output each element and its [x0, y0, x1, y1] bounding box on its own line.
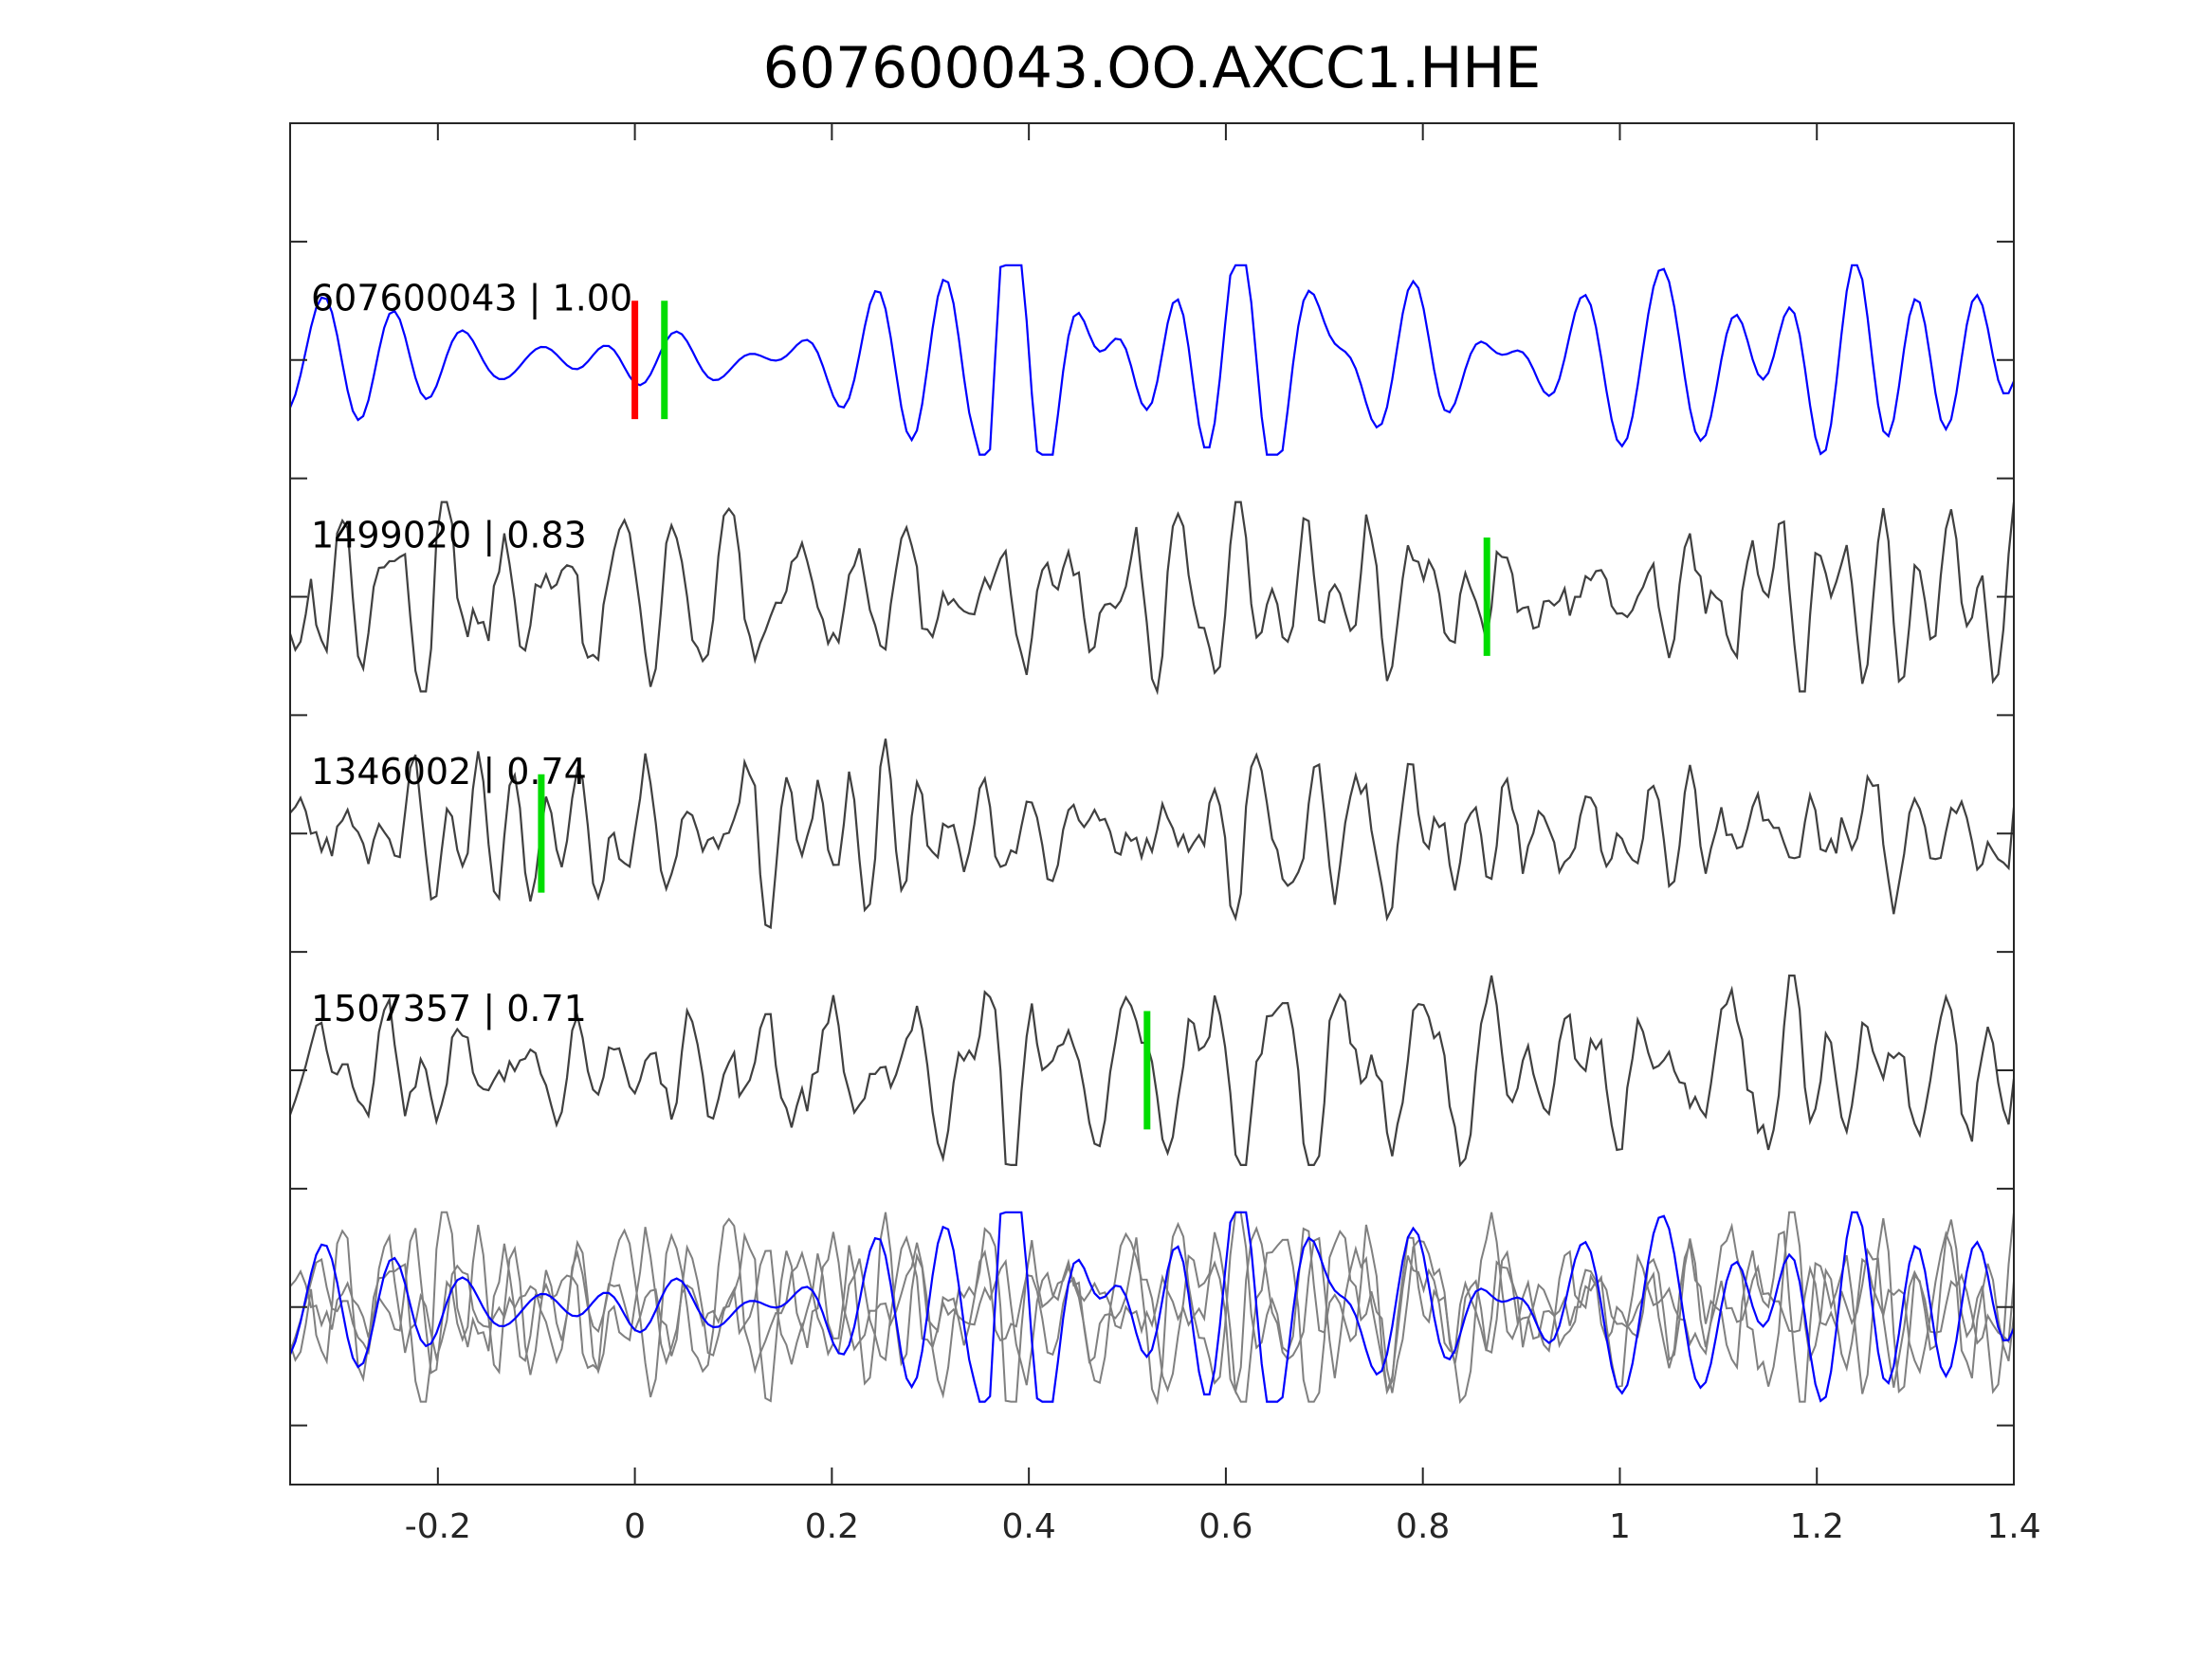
trace-label: 607600043 | 1.00	[311, 278, 632, 320]
traces-layer: 607600043 | 1.00 1499020 | 0.83 1346002 | …	[288, 264, 2016, 1406]
overlay-match-trace	[289, 1211, 2015, 1406]
x-tick-label: 0.2	[805, 1507, 859, 1546]
trace-label: 1507357 | 0.71	[311, 988, 587, 1030]
x-tick-label: 0	[624, 1507, 646, 1546]
match-trace	[288, 501, 2016, 696]
x-tick-label: -0.2	[405, 1507, 471, 1546]
plot-frame	[289, 122, 2015, 1486]
overlay-match-trace	[289, 1212, 2015, 1403]
x-tick-label: 0.6	[1198, 1507, 1252, 1546]
trace-label: 1346002 | 0.74	[311, 751, 587, 793]
template-trace	[288, 264, 2016, 456]
x-tick-label: 0.8	[1396, 1507, 1450, 1546]
chart-title: 607600043.OO.AXCC1.HHE	[763, 35, 1542, 101]
x-tick-label: 0.4	[1002, 1507, 1056, 1546]
match-trace	[289, 738, 2016, 930]
overlay-template-trace	[288, 1211, 2016, 1403]
x-tick-label: 1	[1609, 1507, 1631, 1546]
x-tick-label: 1.4	[1986, 1507, 2040, 1546]
x-tick-label: 1.2	[1790, 1507, 1844, 1546]
overlay-match-trace	[289, 1211, 2015, 1404]
axes-layer: -0.2 0 0.2 0.4 0.6 0.8 1 1.2 1.4	[289, 122, 2041, 1546]
trace-label: 1499020 | 0.83	[311, 514, 587, 556]
match-trace	[288, 975, 2016, 1168]
